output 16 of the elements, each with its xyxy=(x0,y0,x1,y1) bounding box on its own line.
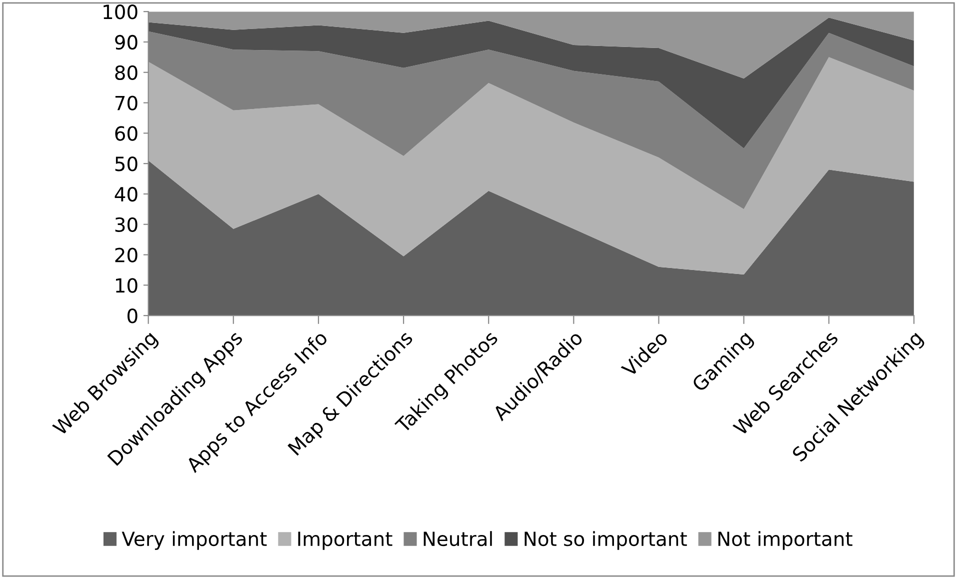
y-tick-label: 30 xyxy=(115,217,138,232)
y-tick-label: 50 xyxy=(115,156,138,172)
y-tick-label: 100 xyxy=(104,4,138,20)
y-tick-label: 40 xyxy=(114,186,138,202)
y-tick-label: 20 xyxy=(115,248,138,262)
legend-label: Not important xyxy=(718,531,852,550)
legend-label: Very important xyxy=(122,531,267,550)
y-tick-label: 60 xyxy=(115,126,138,141)
y-tick-label: 80 xyxy=(115,65,138,80)
legend-label: Neutral xyxy=(424,531,492,546)
legend-label: Important xyxy=(298,532,392,550)
y-tick-label: 70 xyxy=(115,96,138,110)
y-tick-label: 10 xyxy=(116,278,138,293)
legend-label: Not so important xyxy=(524,531,687,550)
y-tick-label: 0 xyxy=(128,308,138,324)
y-tick-label: 90 xyxy=(115,34,138,50)
